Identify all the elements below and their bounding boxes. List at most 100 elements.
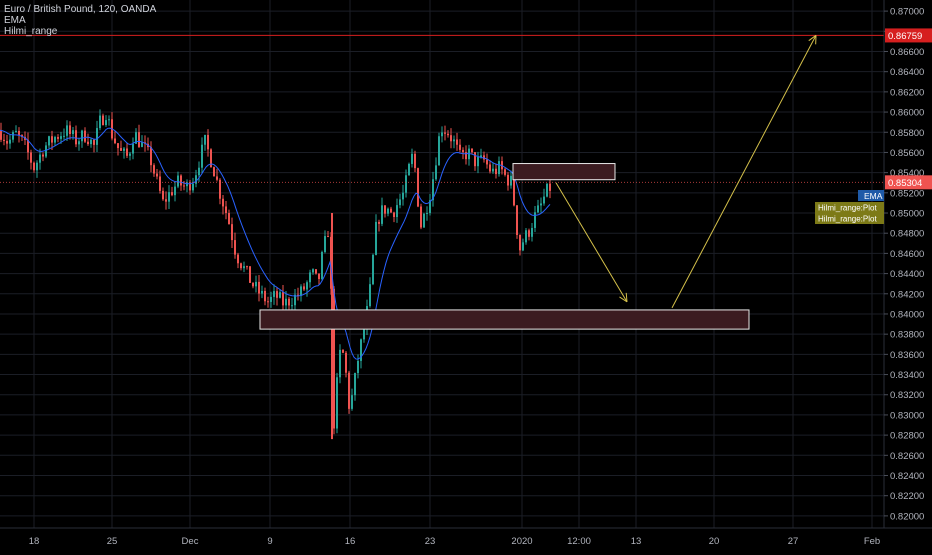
- down-candle: [417, 168, 419, 208]
- price-tick-label: 0.83200: [890, 390, 924, 401]
- candle-body: [231, 224, 233, 240]
- candle-body: [534, 212, 536, 228]
- down-candle: [348, 371, 350, 414]
- candle-body: [435, 165, 437, 179]
- candle-body: [315, 269, 317, 273]
- candle-body: [30, 152, 32, 162]
- ema-legend-label[interactable]: EMA: [4, 15, 156, 26]
- candle-body: [117, 143, 119, 148]
- candle-body: [63, 136, 65, 137]
- candle-body: [540, 203, 542, 205]
- price-tick-label: 0.83800: [890, 330, 924, 341]
- candle-body: [363, 329, 365, 339]
- candle-body: [546, 184, 548, 197]
- price-tick-label: 0.85600: [890, 148, 924, 159]
- candle-body: [270, 297, 272, 302]
- time-tick-label: 25: [107, 536, 118, 547]
- candle-body: [213, 167, 215, 176]
- candle-body: [15, 131, 17, 132]
- candle-body: [372, 255, 374, 284]
- candle-body: [285, 299, 287, 306]
- candle-body: [84, 131, 86, 142]
- candle-body: [186, 182, 188, 186]
- price-tick-label: 0.84800: [890, 229, 924, 240]
- price-tick-label: 0.85200: [890, 188, 924, 199]
- candle-body: [240, 263, 242, 268]
- candle-body: [18, 131, 20, 135]
- up-candle: [321, 251, 323, 281]
- candle-body: [255, 282, 257, 286]
- price-tick-label: 0.83000: [890, 410, 924, 421]
- candle-body: [531, 228, 533, 237]
- candle-body: [510, 176, 512, 186]
- time-tick-label: 18: [29, 536, 40, 547]
- price-tick-label: 0.86200: [890, 87, 924, 98]
- candle-body: [378, 222, 380, 224]
- candle-body: [180, 176, 182, 186]
- candle-body: [516, 205, 518, 235]
- candle-body: [132, 144, 134, 154]
- candle-body: [165, 199, 167, 201]
- down-candle: [516, 205, 518, 239]
- candle-body: [198, 168, 200, 176]
- candle-body: [81, 131, 83, 142]
- candle-body: [543, 197, 545, 204]
- candle-body: [279, 292, 281, 298]
- candle-body: [204, 135, 206, 145]
- candle-body: [324, 236, 326, 252]
- range-legend-label[interactable]: Hilmi_range: [4, 26, 156, 37]
- candle-body: [408, 164, 410, 175]
- candle-body: [36, 163, 38, 171]
- candle-body: [339, 350, 341, 377]
- candle-body: [108, 119, 110, 120]
- up-candle: [438, 133, 440, 166]
- candle-body: [243, 266, 245, 268]
- candle-body: [168, 192, 170, 202]
- candle-body: [72, 130, 74, 134]
- candle-body: [249, 266, 251, 283]
- plot-tag-label: Hilmi_range:Plot: [818, 215, 877, 224]
- candle-body: [114, 139, 116, 144]
- candle-body: [495, 169, 497, 174]
- candle-body: [438, 136, 440, 165]
- candle-body: [327, 236, 329, 237]
- chart-legend: Euro / British Pound, 120, OANDA EMA Hil…: [4, 4, 156, 37]
- candle-body: [234, 240, 236, 255]
- candle-body: [312, 269, 314, 272]
- candle-body: [354, 373, 356, 395]
- candle-body: [141, 142, 143, 147]
- candle-body: [192, 184, 194, 191]
- candle-body: [93, 140, 95, 145]
- candle-body: [345, 353, 347, 373]
- candle-body: [66, 125, 68, 135]
- candle-body: [300, 286, 302, 296]
- candle-body: [261, 291, 263, 294]
- candle-body: [399, 199, 401, 205]
- time-tick-label: Feb: [864, 536, 880, 547]
- candle-body: [264, 291, 266, 301]
- candle-body: [474, 152, 476, 166]
- candle-body: [390, 209, 392, 213]
- candle-body: [90, 140, 92, 144]
- price-tick-label: 0.83400: [890, 370, 924, 381]
- candle-body: [486, 160, 488, 165]
- price-tick-label: 0.85000: [890, 209, 924, 220]
- candle-body: [258, 282, 260, 294]
- candle-body: [222, 199, 224, 207]
- symbol-title[interactable]: Euro / British Pound, 120, OANDA: [4, 4, 156, 15]
- candle-body: [477, 157, 479, 166]
- candle-body: [33, 163, 35, 171]
- time-tick-label: 27: [788, 536, 799, 547]
- upper-zone-box: [513, 164, 615, 180]
- candle-body: [426, 213, 428, 214]
- candle-body: [441, 132, 443, 136]
- candle-body: [321, 252, 323, 279]
- candle-body: [522, 242, 524, 250]
- candle-body: [276, 291, 278, 298]
- candle-body: [75, 130, 77, 144]
- candle-body: [60, 136, 62, 139]
- price-tick-label: 0.84200: [890, 289, 924, 300]
- price-tick-label: 0.83600: [890, 350, 924, 361]
- time-tick-label: 16: [345, 536, 356, 547]
